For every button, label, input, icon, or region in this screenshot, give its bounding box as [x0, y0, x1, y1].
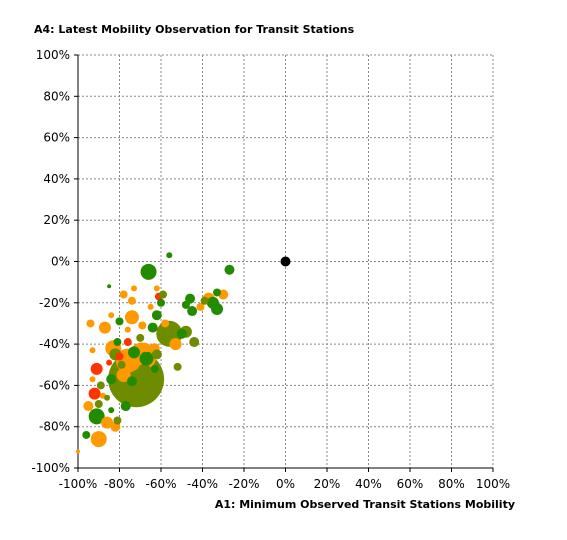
axes — [74, 54, 494, 472]
data-point — [98, 321, 111, 334]
y-tick-label: 0% — [51, 255, 70, 269]
y-axis-title: A4: Latest Mobility Observation for Tran… — [34, 23, 355, 36]
data-point — [83, 401, 94, 412]
data-point — [166, 252, 173, 259]
data-point — [150, 364, 159, 373]
data-point — [89, 376, 96, 383]
y-tick-label: 60% — [43, 131, 70, 145]
data-point — [101, 416, 114, 429]
data-point — [107, 284, 112, 289]
data-point — [185, 293, 196, 304]
data-point — [140, 263, 157, 280]
y-tick-label: 100% — [36, 48, 70, 62]
y-tick-label: -40% — [39, 337, 70, 351]
data-point — [131, 285, 138, 292]
data-point — [173, 362, 182, 371]
data-point — [181, 300, 190, 309]
data-point — [117, 360, 126, 369]
data-point — [94, 399, 103, 408]
data-point — [211, 302, 224, 315]
data-point — [113, 338, 122, 347]
data-point — [224, 264, 235, 275]
x-tick-label: 40% — [355, 477, 382, 491]
data-point — [169, 338, 182, 351]
data-point — [137, 363, 152, 378]
data-point — [106, 374, 117, 385]
x-tick-label: -100% — [59, 477, 98, 491]
data-point — [213, 288, 222, 297]
data-point — [113, 416, 122, 425]
x-tick-label: -20% — [228, 477, 259, 491]
data-point — [86, 319, 95, 328]
data-point — [147, 303, 154, 310]
data-point — [123, 338, 132, 347]
data-point — [88, 408, 105, 425]
x-axis-title: A1: Minimum Observed Transit Stations Mo… — [215, 498, 515, 511]
tick-labels: -100% -80% -60% -40% -20% 0% 20% 40% 60% 80% 100% 1… — [31, 48, 510, 491]
x-tick-label: 80% — [438, 477, 465, 491]
data-point — [280, 256, 291, 267]
y-tick-label: -100% — [31, 461, 70, 475]
data-point — [196, 302, 205, 311]
x-tick-label: 0% — [276, 477, 295, 491]
data-point — [76, 449, 80, 454]
data-point — [104, 394, 111, 401]
x-tick-label: -60% — [145, 477, 176, 491]
x-tick-label: -80% — [104, 477, 135, 491]
data-point — [176, 328, 187, 339]
data-point — [126, 376, 137, 387]
data-point — [120, 401, 131, 412]
data-point — [124, 310, 139, 325]
data-point — [142, 344, 151, 353]
data-point — [136, 333, 145, 342]
x-tick-label: 20% — [314, 477, 341, 491]
data-point — [115, 352, 124, 361]
data-point — [147, 322, 158, 333]
y-tick-label: 20% — [43, 213, 70, 227]
data-point — [189, 337, 200, 348]
x-tick-label: -40% — [187, 477, 218, 491]
data-point — [153, 285, 160, 292]
y-tick-label: -60% — [39, 378, 70, 392]
y-tick-label: 80% — [43, 89, 70, 103]
y-tick-label: -20% — [39, 296, 70, 310]
data-point — [116, 368, 131, 383]
data-point — [88, 387, 101, 400]
data-point — [139, 351, 154, 366]
data-point — [128, 346, 141, 359]
data-point — [151, 310, 162, 321]
y-tick-label: 40% — [43, 172, 70, 186]
data-point — [108, 312, 115, 319]
data-point — [106, 359, 113, 366]
data-point — [124, 326, 131, 333]
x-tick-label: 60% — [397, 477, 424, 491]
data-point — [151, 349, 162, 360]
data-point — [138, 321, 147, 330]
data-point — [96, 381, 105, 390]
data-point — [187, 306, 198, 317]
data-point — [200, 296, 209, 305]
data-point — [89, 347, 96, 354]
y-tick-label: -80% — [39, 420, 70, 434]
data-point — [90, 431, 107, 448]
data-point — [82, 430, 91, 439]
x-tick-label: 100% — [476, 477, 510, 491]
data-point — [161, 319, 170, 328]
data-point — [127, 296, 136, 305]
data-point — [108, 407, 115, 414]
data-points — [76, 252, 291, 454]
data-point — [159, 290, 168, 299]
data-point — [90, 362, 103, 375]
data-point — [157, 298, 165, 307]
data-point — [115, 317, 124, 326]
data-point — [119, 290, 128, 299]
